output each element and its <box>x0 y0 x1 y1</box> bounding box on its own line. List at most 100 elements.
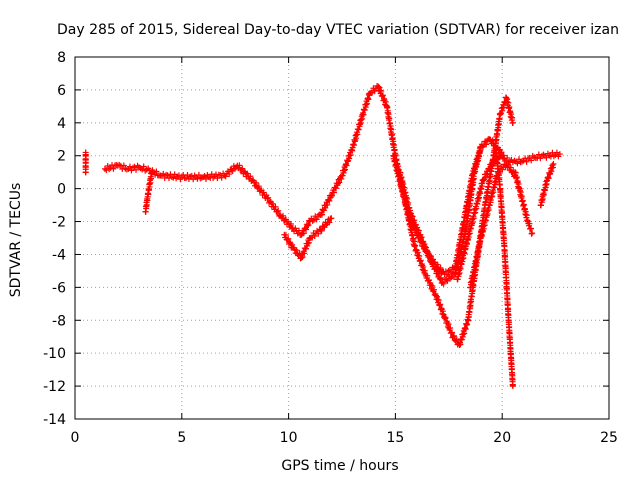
data-point <box>485 207 492 214</box>
data-point <box>457 265 464 272</box>
data-point <box>371 88 378 95</box>
y-tick-label: 0 <box>57 182 66 198</box>
data-point <box>82 149 89 156</box>
data-point <box>465 313 472 320</box>
data-layer <box>82 83 563 390</box>
data-point <box>466 230 473 237</box>
data-point <box>318 227 325 234</box>
data-point <box>140 163 147 170</box>
data-point <box>478 232 485 239</box>
data-point <box>438 274 445 281</box>
data-point <box>195 171 202 178</box>
data-point <box>255 183 262 190</box>
data-point <box>486 166 493 173</box>
data-point <box>486 202 493 209</box>
data-point <box>491 184 498 191</box>
data-point <box>110 165 117 172</box>
data-point <box>412 242 419 249</box>
data-point <box>355 126 362 133</box>
y-axis-label: SDTVAR / TECUs <box>8 183 24 298</box>
data-point <box>326 197 333 204</box>
data-point <box>488 160 495 167</box>
data-point <box>379 92 386 99</box>
data-point <box>490 189 497 196</box>
data-point <box>538 202 545 209</box>
data-point <box>424 272 431 279</box>
y-tick-label: 2 <box>57 149 66 165</box>
y-tick-label: -6 <box>52 280 66 296</box>
series-dip-3h <box>142 169 155 215</box>
data-point <box>540 191 547 198</box>
data-point <box>506 104 513 111</box>
data-point <box>464 217 471 224</box>
data-point <box>405 199 412 206</box>
x-tick-label: 0 <box>71 430 80 446</box>
y-tick-label: -2 <box>52 215 66 231</box>
data-point <box>304 222 311 229</box>
data-point <box>280 212 287 219</box>
data-point <box>475 248 482 255</box>
data-point <box>417 257 424 264</box>
data-point <box>509 114 516 121</box>
data-point <box>338 175 345 182</box>
data-point <box>491 157 498 164</box>
data-point <box>265 194 272 201</box>
y-tick-label: -14 <box>43 412 66 428</box>
data-point <box>133 166 140 173</box>
data-point <box>528 225 535 232</box>
data-point <box>302 245 309 252</box>
series-branch-h <box>281 215 335 262</box>
data-point <box>402 189 409 196</box>
y-tick-label: 6 <box>57 83 66 99</box>
data-point <box>103 167 110 174</box>
data-point <box>474 200 481 207</box>
data-point <box>336 179 343 186</box>
data-point <box>343 162 350 169</box>
data-point <box>507 164 514 171</box>
data-point <box>390 142 397 149</box>
x-axis-label: GPS time / hours <box>281 458 398 474</box>
data-point <box>431 286 438 293</box>
data-point <box>228 166 235 173</box>
data-point <box>477 144 484 151</box>
y-tick-label: -10 <box>43 346 66 362</box>
data-point <box>429 282 436 289</box>
data-point <box>439 279 446 286</box>
data-point <box>447 275 454 282</box>
data-point <box>339 172 346 179</box>
data-point <box>244 170 251 177</box>
data-point <box>328 192 335 199</box>
data-point <box>457 341 464 348</box>
data-point <box>470 215 477 222</box>
data-point <box>287 221 294 228</box>
data-point <box>467 225 474 232</box>
data-point <box>350 142 357 149</box>
y-tick-label: -4 <box>52 247 66 263</box>
series-branch-b <box>492 144 516 390</box>
series-branch-e <box>454 152 504 283</box>
data-point <box>437 301 444 308</box>
y-tick-label: 8 <box>57 50 66 66</box>
data-point <box>152 171 159 178</box>
data-point <box>315 230 322 237</box>
data-point <box>418 234 425 241</box>
data-point <box>236 162 243 169</box>
data-point <box>424 248 431 255</box>
data-point <box>484 170 491 177</box>
data-point <box>398 174 405 181</box>
data-point <box>361 106 368 113</box>
data-point <box>526 220 533 227</box>
tick-layer: 0 5 10 15 20 25 -14 -12 -10 -8 -6 -4 -2 0 2 4 6 8 <box>43 50 618 446</box>
data-point <box>472 168 479 175</box>
data-point <box>354 131 361 138</box>
data-point <box>461 250 468 257</box>
data-point <box>479 177 486 184</box>
data-point <box>426 277 433 284</box>
plot-frame <box>74 56 610 420</box>
data-point <box>427 282 434 289</box>
data-point <box>445 267 452 274</box>
data-point <box>462 326 469 333</box>
series-branch-a <box>390 94 516 348</box>
data-point <box>226 171 233 178</box>
data-point <box>269 200 276 207</box>
